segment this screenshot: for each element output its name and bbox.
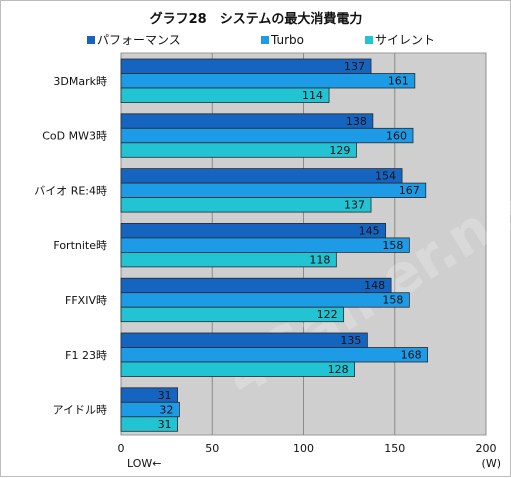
category-label-6: アイドル時: [53, 404, 107, 417]
x-tick-label-0: 0: [118, 442, 125, 455]
bar-2-0: [120, 168, 403, 184]
unit-label: (W): [482, 457, 501, 470]
value-label-4-1: 158: [382, 294, 403, 307]
x-tick-label-2: 100: [293, 442, 314, 455]
chart-legend: パフォーマンス Turbo サイレント: [87, 33, 435, 47]
category-label-0: 3DMark時: [53, 75, 107, 88]
category-label-3: Fortnite時: [53, 239, 107, 252]
bar-2-2: [120, 197, 372, 213]
value-label-3-0: 145: [359, 224, 380, 237]
x-tick-label-1: 50: [205, 442, 219, 455]
bar-6-2: [120, 416, 178, 432]
value-label-0-0: 137: [344, 60, 365, 73]
legend-label-2: サイレント: [375, 33, 435, 47]
category-label-2: バイオ RE:4時: [34, 184, 107, 197]
value-label-2-1: 167: [399, 184, 420, 197]
value-label-5-2: 128: [328, 363, 349, 376]
bar-4-2: [120, 306, 345, 323]
bar-3-2: [120, 251, 337, 268]
bar-0-0: [120, 58, 372, 74]
value-label-0-2: 114: [302, 89, 323, 102]
bar-3-0: [120, 222, 387, 239]
plot-area: 4Gamer.net137161114138160129154167137145…: [120, 52, 511, 436]
legend-swatch-1: [261, 36, 269, 44]
value-label-3-2: 118: [309, 253, 330, 266]
low-note-label: LOW←: [127, 457, 162, 470]
value-label-4-2: 122: [317, 308, 338, 321]
bar-2-1: [120, 182, 427, 199]
x-tick-label-4: 200: [476, 442, 497, 455]
value-label-3-1: 158: [382, 239, 403, 252]
bar-5-1: [120, 347, 429, 363]
value-label-1-2: 129: [329, 144, 350, 157]
bar-4-0: [120, 277, 392, 294]
value-label-1-0: 138: [346, 115, 367, 128]
category-label-1: CoD MW3時: [42, 130, 107, 143]
value-label-2-0: 154: [375, 170, 396, 183]
value-label-5-0: 135: [340, 334, 361, 347]
bar-0-1: [120, 73, 416, 89]
legend-label-1: Turbo: [270, 33, 304, 47]
legend-swatch-0: [87, 36, 95, 44]
bar-1-1: [120, 127, 414, 144]
x-tick-label-3: 150: [384, 442, 405, 455]
category-label-5: F1 23時: [65, 349, 107, 362]
value-label-5-1: 168: [401, 349, 422, 362]
value-label-4-0: 148: [364, 279, 385, 292]
bar-1-0: [120, 113, 374, 129]
legend-swatch-2: [365, 36, 373, 44]
value-label-6-0: 31: [158, 389, 172, 402]
value-label-6-1: 32: [159, 403, 173, 416]
legend-label-0: パフォーマンス: [97, 33, 181, 47]
category-label-4: FFXIV時: [65, 294, 107, 307]
bar-5-0: [120, 332, 368, 348]
bar-0-2: [120, 87, 330, 103]
bar-3-1: [120, 237, 410, 253]
chart-title: グラフ28 システムの最大消費電力: [150, 11, 363, 27]
value-label-0-1: 161: [388, 75, 409, 88]
value-label-1-1: 160: [386, 129, 407, 142]
bar-4-1: [120, 292, 410, 308]
bar-1-2: [120, 142, 357, 158]
value-label-2-2: 137: [344, 199, 365, 212]
x-axis: 0 50 100 150 200: [118, 442, 497, 455]
value-label-6-2: 31: [158, 418, 172, 431]
bar-5-2: [120, 361, 356, 377]
